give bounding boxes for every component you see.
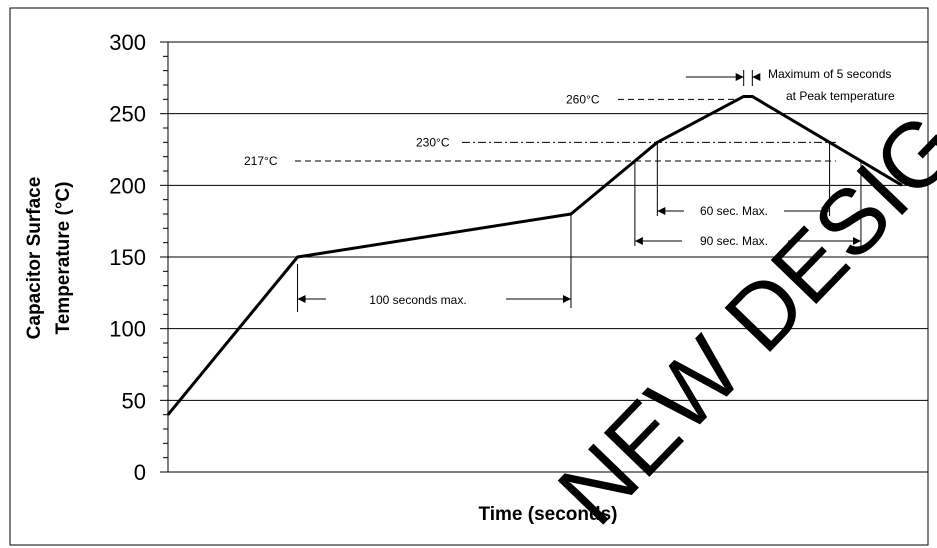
arrow-60-left-head [657,207,666,215]
arrow-90-left-head [634,237,643,245]
y-tick-label-250: 250 [109,102,146,127]
x-axis-title: Time (seconds) [478,504,617,525]
label-260c: 260°C [566,92,600,106]
peak-note-line2: at Peak temperature [786,89,895,103]
y-tick-label-200: 200 [109,173,146,198]
y-axis-title-line1: Capacitor Surface [24,177,45,340]
arrow-90-right-head [852,237,861,245]
arrow-60-right-head [821,207,830,215]
series-layer [166,94,903,416]
label-60-sec: 60 sec. Max. [700,204,768,218]
y-tick-label-100: 100 [109,317,146,342]
y-tick-label-300: 300 [109,30,146,55]
peak-arrow-right-head [752,73,761,81]
label-217c: 217°C [244,154,278,168]
arrow-100-right-head [562,295,571,303]
label-100-seconds: 100 seconds max. [369,293,466,307]
y-axis-title-line2: Temperature (°C) [53,182,74,335]
peak-arrow-left-head [735,73,744,81]
y-axis: 0 50 100 150 200 250 300 [109,30,169,485]
y-tick-label-50: 50 [122,388,146,413]
peak-note-line1: Maximum of 5 seconds [768,67,891,81]
label-90-sec: 90 sec. Max. [700,234,768,248]
arrow-100-left-head [297,295,306,303]
series-line [166,94,903,416]
y-tick-label-0: 0 [134,460,146,485]
chart-frame [9,7,929,546]
y-tick-label-150: 150 [109,245,146,270]
gridlines [168,41,928,473]
label-230c: 230°C [416,135,450,149]
annotations: 260°C 230°C 217°C Maximum of 5 seconds at Pe… [244,67,895,312]
